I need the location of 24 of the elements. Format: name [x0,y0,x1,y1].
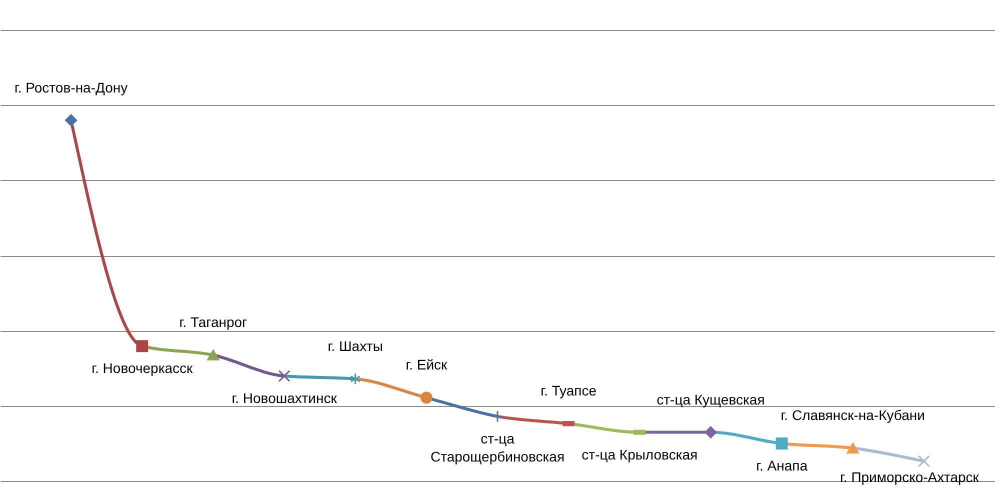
x-tick-label: г. Туапсе [540,382,597,399]
x-tick-label: г. Ейск [406,356,448,373]
point [846,442,859,454]
x-tick-label: г. Анапа [756,457,808,474]
point [136,340,148,352]
x-tick-label: г. Ростов-на-Дону [14,79,128,96]
point [420,392,432,404]
point [350,372,361,385]
point [776,437,788,450]
point [492,410,504,422]
x-tick-label: ст-ца Крыловская [582,446,698,462]
point [207,350,220,360]
point [65,114,78,126]
point [704,426,717,438]
x-tick-label: г. Новошахтинск [232,390,338,406]
x-tick-label: г. Славянск-на-Кубани [780,407,925,424]
x-tick-label: г. Шахты [328,338,383,354]
x-tick-label: ст-ца Старощербиновская [430,430,565,464]
x-tick-label: г. Приморско-Ахтарск [840,469,980,486]
point [918,455,930,468]
x-tick-label: ст-ца Кущевская [656,391,765,408]
x-tick-label: г. Таганрог [179,314,248,330]
point [278,370,290,382]
x-tick-label: г. Новочеркасск [92,360,194,376]
